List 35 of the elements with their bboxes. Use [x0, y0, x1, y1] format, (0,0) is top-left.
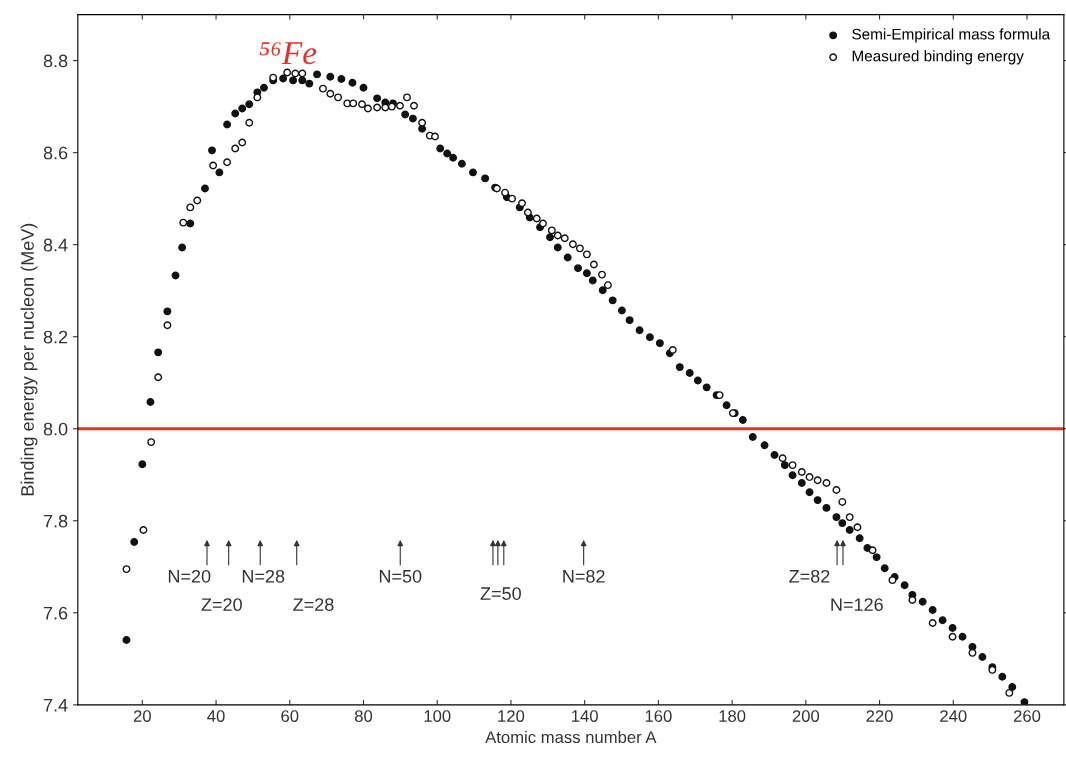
annotation: Z=82	[789, 569, 830, 583]
x-tick-label: 180	[719, 710, 746, 722]
annotation: Z=50	[480, 587, 521, 600]
x-tick-label: 200	[792, 710, 820, 722]
x-tick-label: 100	[424, 710, 451, 722]
y-tick-label: 7.6	[43, 606, 68, 620]
annotation: ⁵⁶Fe	[259, 42, 317, 65]
annotation: N=126	[831, 598, 883, 612]
annotation: Z=20	[201, 598, 242, 612]
x-tick-label: 120	[498, 710, 525, 722]
annotation: Z=28	[293, 598, 334, 612]
x-tick-label: 160	[645, 710, 672, 722]
x-tick-label: 140	[572, 710, 598, 722]
y-tick-label: 8.4	[43, 238, 68, 252]
y-tick-label: 8.2	[43, 330, 68, 344]
x-tick-label: 20	[133, 710, 151, 722]
x-tick-label: 220	[866, 710, 893, 722]
x-tick-label: 240	[940, 710, 967, 722]
y-tick-label: 8.0	[43, 422, 68, 436]
x-tick-label: 40	[207, 710, 225, 722]
x-axis-title: Atomic mass number A	[485, 730, 657, 744]
y-tick-label: 8.6	[43, 146, 68, 160]
x-tick-label: 60	[281, 710, 299, 722]
annotation: N=28	[242, 569, 285, 583]
legend-label: Measured binding energy	[852, 50, 1024, 65]
annotation: N=82	[563, 569, 605, 583]
y-tick-label: 8.8	[43, 54, 68, 68]
x-tick-label: 80	[354, 710, 373, 722]
y-tick-label: 7.4	[43, 698, 68, 712]
annotation: N=20	[168, 569, 211, 583]
y-tick-label: 7.8	[43, 514, 68, 528]
x-tick-label: 260	[1013, 710, 1041, 722]
annotation: N=50	[379, 569, 422, 583]
legend-label: Semi-Empirical mass formula	[852, 28, 1051, 43]
y-axis-title: Binding energy per nucleon (MeV)	[20, 223, 38, 496]
